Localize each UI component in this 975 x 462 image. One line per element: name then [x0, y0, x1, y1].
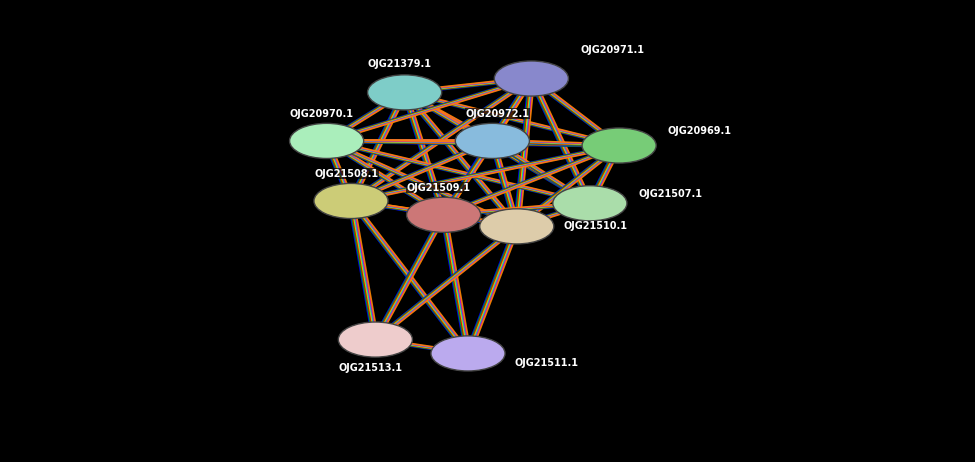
Circle shape — [431, 336, 505, 371]
Text: OJG21507.1: OJG21507.1 — [639, 188, 703, 199]
Circle shape — [407, 197, 481, 232]
Circle shape — [338, 322, 412, 357]
Circle shape — [494, 61, 568, 96]
Text: OJG21510.1: OJG21510.1 — [564, 221, 628, 231]
Text: OJG21509.1: OJG21509.1 — [407, 182, 471, 193]
Text: OJG20971.1: OJG20971.1 — [580, 45, 644, 55]
Text: OJG20969.1: OJG20969.1 — [668, 126, 732, 136]
Text: OJG21508.1: OJG21508.1 — [314, 169, 378, 179]
Circle shape — [480, 209, 554, 244]
Circle shape — [314, 183, 388, 219]
Text: OJG21379.1: OJG21379.1 — [368, 59, 432, 69]
Circle shape — [368, 75, 442, 110]
Text: OJG21511.1: OJG21511.1 — [515, 358, 579, 368]
Circle shape — [553, 186, 627, 221]
Circle shape — [455, 123, 529, 158]
Circle shape — [582, 128, 656, 163]
Text: OJG21513.1: OJG21513.1 — [338, 363, 403, 373]
Circle shape — [290, 123, 364, 158]
Text: OJG20972.1: OJG20972.1 — [465, 109, 529, 119]
Text: OJG20970.1: OJG20970.1 — [290, 109, 354, 119]
